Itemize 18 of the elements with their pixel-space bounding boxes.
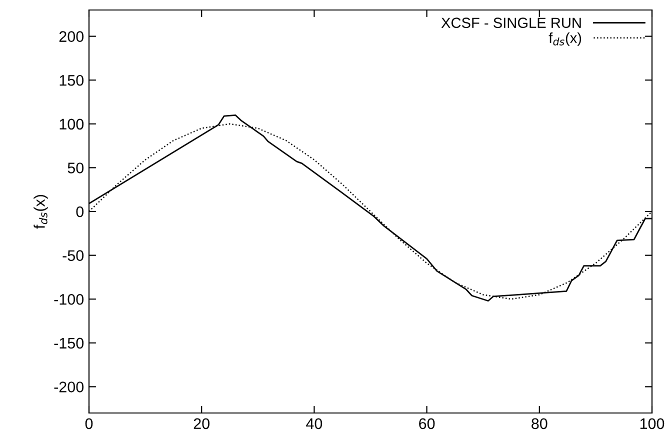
y-tick-label: -150 <box>54 338 84 349</box>
y-tick-label: 150 <box>60 74 84 86</box>
y-axis-title: f$_{ds}$(x) <box>34 194 48 229</box>
y-tick-label: 100 <box>60 118 84 130</box>
y-tick-label: 200 <box>59 31 84 42</box>
x-tick-label: 0 <box>85 418 93 430</box>
x-tick-label: 60 <box>419 418 435 430</box>
y-tick-label: 0 <box>76 206 84 218</box>
y-tick-label: -200 <box>54 382 84 392</box>
legend-label: f$_{ds}$(x) <box>548 32 582 46</box>
x-tick-label: 100 <box>640 418 664 430</box>
y-tick-label: -50 <box>62 250 84 261</box>
x-tick-label: 40 <box>306 418 322 430</box>
legend-label: XCSF - SINGLE RUN <box>441 18 581 28</box>
x-tick-label: 20 <box>194 418 210 430</box>
y-tick-label: 50 <box>68 162 84 174</box>
x-tick-label: 80 <box>532 418 548 430</box>
y-tick-label: -100 <box>54 294 84 305</box>
